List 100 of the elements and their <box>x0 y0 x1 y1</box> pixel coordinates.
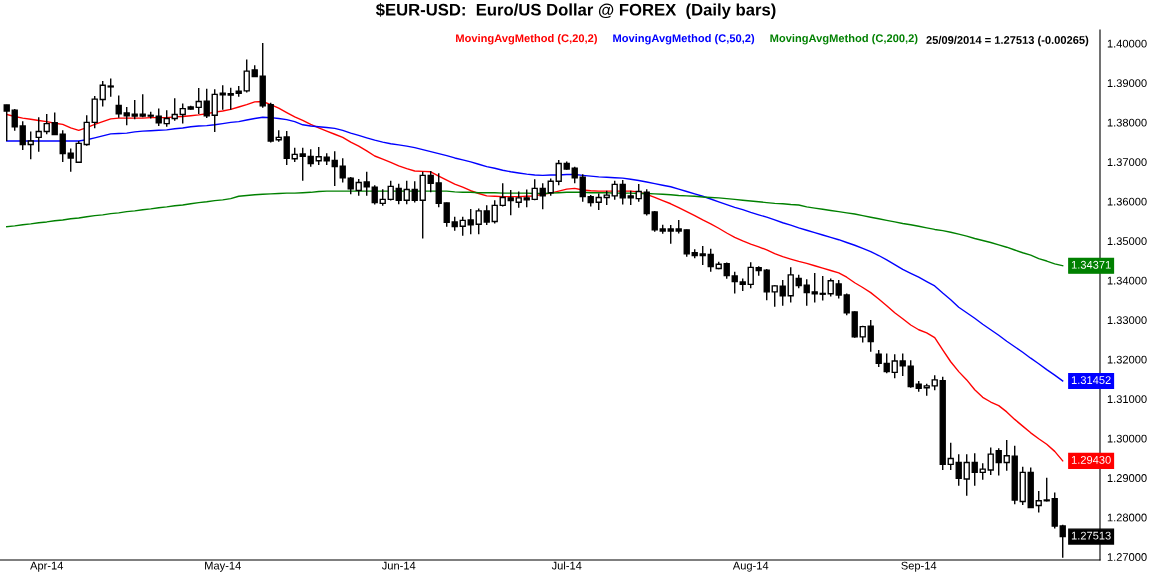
candlestick <box>787 266 794 304</box>
candlestick <box>899 352 906 377</box>
candlestick <box>1003 439 1010 472</box>
candlestick <box>107 77 114 98</box>
candlestick <box>131 99 138 120</box>
candlestick <box>243 58 250 94</box>
candlestick <box>83 114 90 147</box>
candlestick <box>299 146 306 182</box>
candlestick <box>483 204 490 226</box>
candlestick <box>619 179 626 206</box>
y-tick-label: 1.40000 <box>1107 39 1147 48</box>
candlestick <box>395 182 402 205</box>
candlestick <box>403 180 410 205</box>
candlestick <box>459 216 466 237</box>
candlestick <box>339 157 346 184</box>
candlestick <box>987 446 994 476</box>
candlestick <box>883 352 890 374</box>
candlestick <box>411 180 418 204</box>
candlestick <box>283 130 290 166</box>
candlestick <box>91 95 98 130</box>
candlestick <box>835 279 842 300</box>
candlestick <box>811 272 818 304</box>
candlestick <box>315 146 322 166</box>
y-tick-label: 1.37000 <box>1107 158 1147 167</box>
candlestick <box>747 261 754 289</box>
candlestick <box>427 170 434 194</box>
candlestick <box>867 319 874 353</box>
data-label: 1.31452 <box>1071 376 1111 384</box>
y-tick-label: 1.32000 <box>1107 355 1147 364</box>
candlestick <box>363 171 370 197</box>
candlestick <box>475 207 482 235</box>
candlestick <box>611 180 618 201</box>
candlestick <box>75 140 82 164</box>
candlestick <box>467 208 474 235</box>
candlestick <box>731 271 738 295</box>
candlestick <box>963 453 970 497</box>
candlestick <box>803 278 810 307</box>
data-label: 1.29430 <box>1071 455 1111 464</box>
text: MovingAvgMethod (C,20,2) <box>456 34 597 45</box>
chart-title: $EUR-USD: Euro/US Dollar @ FOREX (Daily bars) <box>375 3 776 19</box>
candlestick <box>827 277 834 298</box>
candlestick <box>35 116 42 153</box>
text: MovingAvgMethod (C,50,2) <box>613 34 755 45</box>
candlestick <box>435 172 442 209</box>
candlestick <box>371 184 378 206</box>
data-label: 1.34371 <box>1071 260 1111 269</box>
candlestick <box>771 284 778 308</box>
y-tick-label: 1.38000 <box>1107 118 1147 127</box>
candlestick <box>955 453 962 487</box>
candlestick <box>219 84 226 111</box>
candlestick <box>491 199 498 225</box>
candlestick <box>443 201 450 228</box>
candlestick <box>195 87 202 115</box>
candlestick <box>171 97 178 122</box>
x-tick-label: Sep-14 <box>901 561 937 572</box>
candlestick <box>579 173 586 203</box>
candlestick <box>1035 490 1042 514</box>
text: 1.27513 <box>1071 531 1111 540</box>
y-tick-label: 1.33000 <box>1107 316 1147 325</box>
candlestick <box>1043 477 1050 503</box>
x-tick-label: Jun-14 <box>381 561 416 570</box>
y-tick-label: 1.31000 <box>1107 395 1147 403</box>
text: MovingAvgMethod (C,200,2) <box>770 34 918 45</box>
candlestick <box>539 182 546 210</box>
candlestick <box>123 106 130 126</box>
x-tick-label: Jul-14 <box>551 561 582 570</box>
x-tick-label: May-14 <box>205 561 241 572</box>
line-series <box>6 116 1064 382</box>
y-tick-label: 1.29000 <box>1107 474 1147 482</box>
candlestick <box>907 359 914 389</box>
candlestick <box>227 86 234 111</box>
candlestick <box>819 275 826 302</box>
candlestick <box>947 442 954 471</box>
candlestick <box>3 103 10 142</box>
candlestick <box>763 268 770 301</box>
candlestick <box>115 94 122 119</box>
y-tick-label: 1.35000 <box>1107 237 1147 246</box>
y-tick-label: 1.36000 <box>1107 197 1147 206</box>
y-tick-label: 1.39000 <box>1107 79 1147 88</box>
candlestick <box>507 189 514 216</box>
candlestick <box>779 279 786 307</box>
candlestick <box>643 188 650 217</box>
candlestick <box>555 159 562 186</box>
candlestick <box>891 353 898 380</box>
candlestick <box>99 80 106 108</box>
candlestick <box>499 182 506 208</box>
candlestick <box>43 113 50 135</box>
annotation: 25/09/2014 = 1.27513 (-0.00265) <box>926 35 1089 47</box>
x-tick-label: Aug-14 <box>732 561 769 572</box>
y-tick-label: 1.27000 <box>1107 553 1147 561</box>
candlestick <box>59 129 66 163</box>
candlestick <box>843 292 850 316</box>
candlestick <box>179 102 186 125</box>
x-tick-label: Apr-14 <box>30 561 64 572</box>
candlestick <box>707 248 714 273</box>
candlestick <box>203 88 210 119</box>
candlestick <box>211 88 218 133</box>
y-tick-label: 1.28000 <box>1107 513 1147 522</box>
candlestick <box>387 180 394 202</box>
candlestick <box>971 452 978 487</box>
